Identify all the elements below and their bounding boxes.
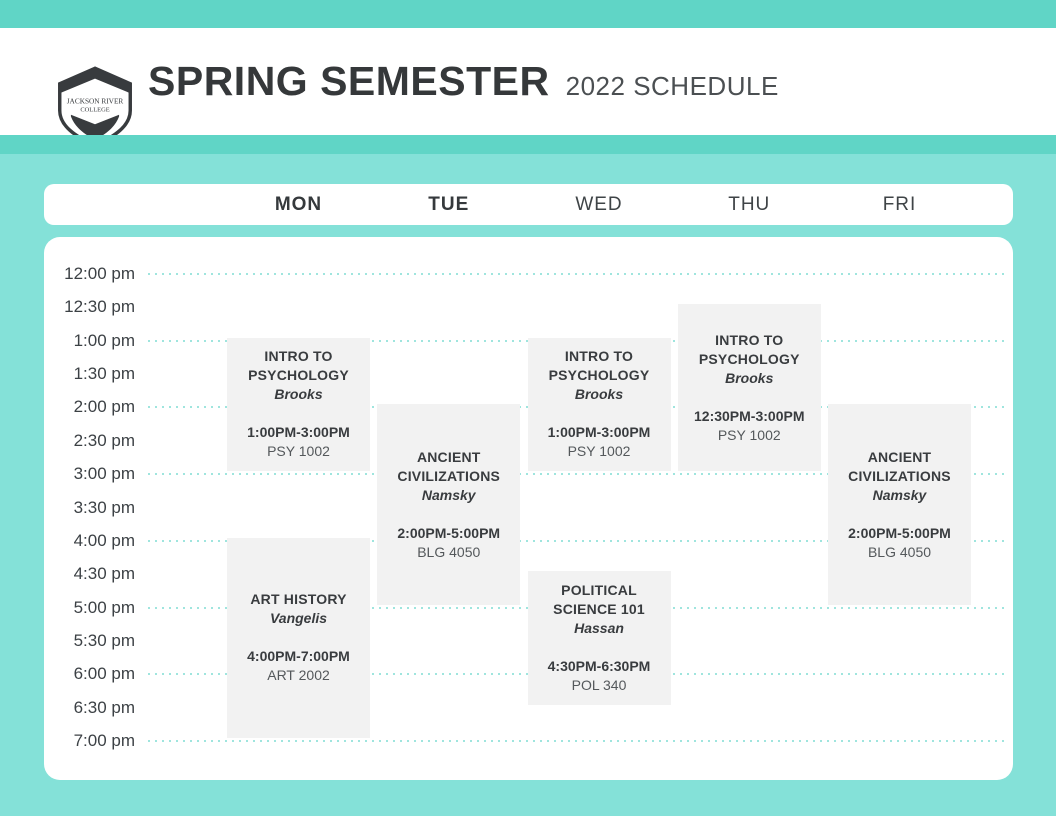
event-instructor: Brooks — [574, 386, 624, 403]
hour-dotted-line — [148, 539, 1004, 542]
hour-dotted-line — [148, 473, 1004, 476]
event-instructor: Brooks — [725, 369, 774, 386]
event-time: 4:00PM-7:00PM — [247, 648, 350, 665]
logo-text-line1: JACKSON RIVER — [67, 97, 124, 106]
event-instructor: Brooks — [274, 386, 323, 403]
day-header-wed: WED — [575, 194, 623, 215]
header-accent-strip — [0, 135, 1056, 154]
event-title: ANCIENT CIVILIZATIONS — [848, 448, 951, 484]
event-room: BLG 4050 — [867, 543, 932, 560]
day-header-bar: MON TUE WED THU FRI — [44, 184, 1013, 225]
event-time: 4:30PM-6:30PM — [547, 657, 651, 674]
time-label: 4:30 pm — [73, 564, 135, 584]
event-card: ANCIENT CIVILIZATIONS Namsky 2:00PM-5:00PM… — [377, 404, 521, 605]
event-card: INTRO TO PSYCHOLOGY Brooks 1:00PM-3:00PM PS… — [227, 337, 370, 472]
event-title: ART HISTORY — [250, 591, 347, 608]
event-title: INTRO TO PSYCHOLOGY — [698, 331, 800, 367]
header: JACKSON RIVER COLLEGE SPRING SEMESTER 20… — [0, 28, 1056, 148]
hour-dotted-line — [148, 273, 1004, 275]
event-time: 1:00PM-3:00PM — [247, 424, 350, 441]
event-card: ART HISTORY Vangelis 4:00PM-7:00PM ART 2002 — [227, 537, 370, 739]
time-label: 3:00 pm — [73, 464, 135, 484]
event-card: INTRO TO PSYCHOLOGY Brooks 1:00PM-3:00PM PS… — [527, 337, 671, 472]
page-subtitle: 2022 SCHEDULE — [565, 71, 779, 101]
event-title: INTRO TO PSYCHOLOGY — [248, 348, 349, 384]
day-header-fri: FRI — [882, 194, 917, 215]
time-label: 4:00 pm — [73, 530, 135, 550]
time-label: 12:00 pm — [64, 264, 135, 283]
event-room: PSY 1002 — [717, 426, 781, 443]
day-header-mon: MON — [274, 194, 323, 215]
day-header-tue: TUE — [428, 194, 470, 215]
schedule-panel: 12:00 pm 12:30 pm 1:00 pm 1:30 pm 2:00 pm 2:3… — [44, 237, 1013, 780]
event-time: 12:30PM-3:00PM — [694, 407, 805, 424]
page-title: SPRING SEMESTER — [148, 58, 550, 104]
event-room: PSY 1002 — [267, 443, 330, 460]
event-time: 2:00PM-5:00PM — [397, 524, 501, 541]
event-instructor: Vangelis — [269, 610, 328, 627]
time-label: 1:00 pm — [73, 330, 135, 350]
event-time: 1:00PM-3:00PM — [547, 424, 651, 441]
event-title: ANCIENT CIVILIZATIONS — [397, 448, 501, 484]
event-room: BLG 4050 — [417, 543, 481, 560]
time-label: 2:30 pm — [73, 430, 135, 450]
top-accent-bar — [0, 0, 1056, 28]
event-card: ANCIENT CIVILIZATIONS Namsky 2:00PM-5:00PM… — [828, 404, 971, 605]
time-label: 3:30 pm — [73, 497, 135, 517]
event-room: POL 340 — [571, 676, 627, 693]
event-instructor: Namsky — [872, 486, 927, 503]
event-room: PSY 1002 — [567, 443, 631, 460]
event-card: INTRO TO PSYCHOLOGY Brooks 12:30PM-3:00PM P… — [677, 304, 821, 472]
day-header-thu: THU — [728, 194, 771, 215]
time-label: 2:00 pm — [73, 397, 135, 417]
event-title: INTRO TO PSYCHOLOGY — [548, 348, 650, 384]
event-time: 2:00PM-5:00PM — [848, 524, 951, 541]
event-title: POLITICAL SCIENCE 101 — [553, 581, 645, 617]
time-label: 6:00 pm — [73, 664, 135, 684]
time-label: 5:00 pm — [73, 597, 135, 617]
time-label: 6:30 pm — [73, 697, 135, 717]
time-label: 7:00 pm — [73, 731, 135, 751]
event-card: POLITICAL SCIENCE 101 Hassan 4:30PM-6:30PM… — [527, 571, 671, 705]
hour-dotted-line — [148, 740, 1004, 743]
time-label: 12:30 pm — [64, 297, 135, 317]
event-instructor: Namsky — [421, 486, 476, 503]
event-instructor: Hassan — [574, 619, 624, 636]
time-label: 1:30 pm — [73, 364, 135, 384]
time-label: 5:30 pm — [73, 630, 135, 650]
logo-text-line2: COLLEGE — [80, 106, 109, 113]
event-room: ART 2002 — [267, 667, 330, 684]
